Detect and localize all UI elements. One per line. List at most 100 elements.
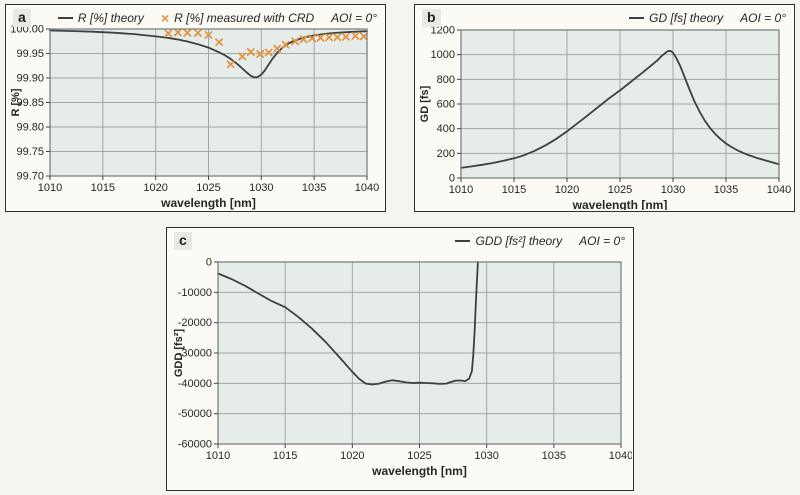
legend-item-gdd-theory: GDD [fs²] theory xyxy=(455,234,562,248)
y-tick-label: -50000 xyxy=(178,408,212,420)
gridlines xyxy=(50,29,367,176)
gridlines xyxy=(218,262,621,444)
y-axis-title: R [%] xyxy=(10,88,22,116)
cross-marker-icon xyxy=(308,34,317,43)
y-tick-label: 100.00 xyxy=(10,24,44,36)
y-tick-label: 600 xyxy=(437,99,455,111)
cross-marker-icon xyxy=(333,33,342,42)
group-delay-chart-svg: 1010 1015 1020 1025 1030 1035 1040 0 200 400 600 80… xyxy=(419,25,791,211)
tick-marks xyxy=(46,28,368,180)
panel-b-legend: GD [fs] theory AOI = 0° xyxy=(629,11,786,25)
line-swatch-icon xyxy=(57,16,73,19)
panel-c-label: c xyxy=(174,231,192,250)
y-tick-label: -30000 xyxy=(178,348,212,360)
legend-item-r-measured: × R [%] measured with CRD xyxy=(161,11,314,25)
y-tick-label: -20000 xyxy=(178,317,212,329)
y-tick-label: 99.95 xyxy=(16,48,44,60)
y-tick-label: 99.80 xyxy=(16,122,44,134)
x-tick-label: 1030 xyxy=(474,450,498,462)
legend-text: GD [fs] theory xyxy=(649,10,724,25)
series-group xyxy=(49,28,368,79)
cross-marker-icon xyxy=(281,40,290,49)
x-tick-labels: 1010 1015 1020 1025 1030 1035 1040 xyxy=(38,182,379,194)
cross-marker-icon xyxy=(164,29,173,38)
line-swatch-icon xyxy=(455,239,471,242)
y-tick-labels: -60000 -50000 -40000 -30000 -20000 -10000 0 xyxy=(178,257,212,451)
tick-marks xyxy=(214,261,622,448)
x-tick-label: 1040 xyxy=(355,182,379,194)
cross-marker-icon xyxy=(341,32,350,41)
x-tick-label: 1010 xyxy=(206,450,230,462)
x-tick-labels: 1010 1015 1020 1025 1030 1035 1040 xyxy=(206,450,632,462)
y-axis-title: GD [fs] xyxy=(419,85,431,122)
aoi-label: AOI = 0° xyxy=(331,10,377,25)
x-tick-label: 1020 xyxy=(340,450,364,462)
panel-c: c GDD [fs²] theory AOI = 0° 1010 1015 1020… xyxy=(166,227,634,491)
y-tick-label: 99.85 xyxy=(16,97,44,109)
y-tick-label: 400 xyxy=(437,123,455,135)
panel-a-header: a R [%] theory × R [%] measured with CRD… xyxy=(6,5,385,27)
y-tick-label: 1000 xyxy=(431,49,455,61)
cross-marker-icon xyxy=(273,44,282,53)
x-tick-label: 1015 xyxy=(273,450,297,462)
cross-marker-icon xyxy=(193,28,202,37)
panel-b: b GD [fs] theory AOI = 0° 1010 1015 1020 10… xyxy=(414,4,795,212)
y-tick-label: 99.70 xyxy=(16,171,44,183)
cross-marker-icon xyxy=(183,28,192,37)
cross-marker-icon xyxy=(299,35,308,44)
y-tick-label: -60000 xyxy=(178,439,212,451)
y-tick-labels: 0 200 400 600 800 1000 1200 xyxy=(431,25,455,185)
panel-c-legend: GDD [fs²] theory AOI = 0° xyxy=(455,234,625,248)
x-tick-label: 1035 xyxy=(714,184,738,196)
cross-marker-icon xyxy=(226,60,235,69)
cross-marker-icon xyxy=(291,37,300,46)
legend-item-r-theory: R [%] theory xyxy=(57,10,144,25)
panel-b-label: b xyxy=(422,8,441,27)
y-tick-label: 800 xyxy=(437,74,455,86)
x-tick-label: 1020 xyxy=(143,182,167,194)
x-tick-label: 1010 xyxy=(449,184,473,196)
cross-marker-icon xyxy=(215,38,224,47)
y-tick-label: 0 xyxy=(449,173,455,185)
panel-a: a R [%] theory × R [%] measured with CRD… xyxy=(5,4,386,212)
panel-a-label: a xyxy=(13,8,31,27)
x-tick-label: 1025 xyxy=(196,182,220,194)
cross-marker-icon: × xyxy=(160,9,170,26)
cross-marker-icon xyxy=(204,30,213,39)
x-tick-label: 1030 xyxy=(661,184,685,196)
tick-marks xyxy=(457,29,780,182)
x-tick-label: 1040 xyxy=(767,184,791,196)
x-axis-title: wavelength [nm] xyxy=(572,198,668,210)
panel-a-legend: R [%] theory × R [%] measured with CRD A… xyxy=(57,10,377,25)
gdd-chart-svg: 1010 1015 1020 1025 1030 1035 1040 -60000 -50000… xyxy=(173,257,632,479)
x-tick-label: 1010 xyxy=(38,182,62,194)
x-tick-label: 1035 xyxy=(542,450,566,462)
cross-marker-icon xyxy=(359,32,368,41)
y-tick-label: 200 xyxy=(437,148,455,160)
x-axis-title: wavelength [nm] xyxy=(371,464,467,478)
cross-marker-icon xyxy=(316,33,325,42)
series-group xyxy=(217,261,479,386)
x-tick-label: 1020 xyxy=(555,184,579,196)
cross-marker-icon xyxy=(238,52,247,61)
legend-text: R [%] measured with CRD xyxy=(174,10,315,25)
legend-item-gd-theory: GD [fs] theory xyxy=(629,11,723,25)
x-tick-label: 1025 xyxy=(608,184,632,196)
cross-marker-icon xyxy=(256,50,265,58)
theory-curve xyxy=(460,50,780,169)
line-swatch-icon xyxy=(629,16,645,19)
x-tick-label: 1030 xyxy=(249,182,273,194)
y-tick-labels: 99.70 99.75 99.80 99.85 99.90 99.95 100.00 xyxy=(10,24,44,183)
cross-marker-icon xyxy=(264,48,273,57)
legend-text: GDD [fs²] theory xyxy=(475,233,563,248)
y-tick-label: 99.90 xyxy=(16,73,44,85)
legend-text: R [%] theory xyxy=(77,10,144,25)
measured-markers xyxy=(164,28,368,69)
x-tick-label: 1015 xyxy=(502,184,526,196)
x-tick-label: 1035 xyxy=(302,182,326,194)
y-tick-label: -10000 xyxy=(178,287,212,299)
x-tick-label: 1040 xyxy=(609,450,632,462)
y-tick-label: 0 xyxy=(206,257,212,269)
cross-marker-icon xyxy=(351,31,360,40)
